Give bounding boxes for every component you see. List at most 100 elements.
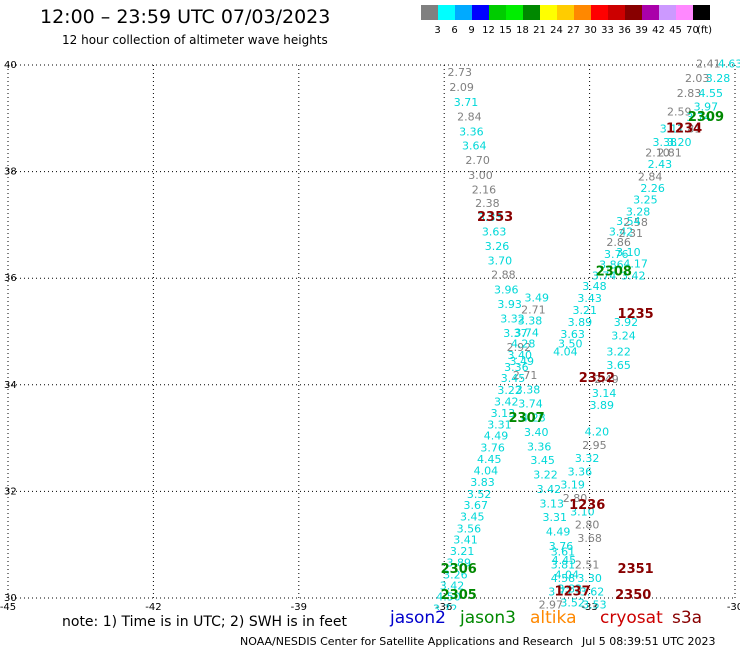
swh-label: 3.30 bbox=[577, 572, 602, 585]
swh-label: 3.42 bbox=[609, 226, 634, 239]
swh-label: 3.22 bbox=[497, 384, 522, 397]
swh-label: 2.84 bbox=[638, 171, 663, 184]
swh-label: 3.89 bbox=[446, 557, 471, 570]
legend-swatch bbox=[557, 5, 574, 20]
legend-label: 6 bbox=[451, 25, 458, 36]
swh-label: 2.81 bbox=[657, 147, 682, 160]
swh-label: 3.38 bbox=[516, 383, 541, 396]
chart-title: 12:00 – 23:59 UTC 07/03/2023 bbox=[40, 6, 331, 28]
legend-label: 70 bbox=[686, 25, 699, 36]
swh-label: 2.41 bbox=[696, 58, 721, 71]
swh-label: 3.71 bbox=[454, 96, 479, 109]
sat-altika: altika bbox=[530, 608, 577, 628]
swh-label: 2.49 bbox=[594, 373, 619, 386]
swh-label: 2.73 bbox=[447, 66, 472, 79]
legend-label: 3 bbox=[434, 25, 441, 36]
swh-label: 2.95 bbox=[582, 439, 607, 452]
legend-swatch bbox=[455, 5, 472, 20]
track-id-label: 2306 bbox=[441, 562, 477, 577]
swh-label: 3.89 bbox=[568, 316, 593, 329]
legend-swatch bbox=[540, 5, 557, 20]
legend-label: 15 bbox=[499, 25, 512, 36]
swh-label: 3.36 bbox=[527, 440, 552, 453]
legend-swatch bbox=[625, 5, 642, 20]
swh-label: 3.28 bbox=[626, 205, 651, 218]
swh-label: 3.31 bbox=[542, 511, 567, 524]
swh-label: 3.64 bbox=[462, 140, 487, 153]
swh-label: 4.20 bbox=[585, 425, 610, 438]
swh-label: 3.63 bbox=[482, 226, 507, 239]
swh-label: 1.81 bbox=[677, 123, 702, 136]
swh-label: 4.45 bbox=[552, 554, 577, 567]
swh-label: 3.33 bbox=[478, 211, 503, 224]
swh-label: 3.20 bbox=[667, 136, 692, 149]
legend-swatch bbox=[421, 5, 438, 20]
track-id-label: 2309 bbox=[688, 110, 724, 125]
swh-label: 2.38 bbox=[475, 197, 500, 210]
swh-label: 3.21 bbox=[450, 545, 475, 558]
swh-label: 3.56 bbox=[457, 522, 482, 535]
swh-label: 3.14 bbox=[592, 387, 617, 400]
swh-label: 2.84 bbox=[457, 110, 482, 123]
swh-label: 3.72 bbox=[433, 602, 458, 610]
track-id-label: 2307 bbox=[508, 411, 544, 426]
swh-label: 3.77 bbox=[548, 585, 573, 598]
swh-label: 3.26 bbox=[485, 240, 510, 253]
legend-label: 33 bbox=[601, 25, 614, 36]
swh-label: 2.10 bbox=[645, 147, 670, 160]
legend-swatch bbox=[591, 5, 608, 20]
track-id-label: 2351 bbox=[618, 562, 654, 577]
swh-label: 3.74 bbox=[518, 398, 543, 411]
track-id-label: 2352 bbox=[579, 371, 615, 386]
swh-label: 3.42 bbox=[494, 396, 519, 409]
swh-label: 2.51 bbox=[575, 559, 600, 572]
swh-label: 3.13 bbox=[491, 407, 516, 420]
legend-label: 9 bbox=[468, 25, 475, 36]
legend-swatch bbox=[472, 5, 489, 20]
swh-label: 2.92 bbox=[507, 341, 532, 354]
swh-label: 3.70 bbox=[488, 254, 513, 267]
swh-label: 4.63 bbox=[718, 58, 740, 71]
swh-label: 3.96 bbox=[494, 284, 519, 297]
swh-label: 2.71 bbox=[513, 369, 538, 382]
plot-area: -45 -42 -39 -36 -33 -30 30 32 34 36 38 40 2.73 2.09 3.… bbox=[0, 58, 740, 610]
legend-label: 39 bbox=[635, 25, 648, 36]
swh-label: 3.48 bbox=[582, 280, 607, 293]
swh-label: 2.97 bbox=[539, 599, 564, 610]
swh-label: 3.52 bbox=[560, 597, 585, 610]
swh-label: 3.43 bbox=[577, 292, 602, 305]
legend-unit: (ft) bbox=[697, 25, 713, 36]
swh-label: 2.59 bbox=[667, 106, 692, 119]
swh-label: 3.45 bbox=[530, 454, 555, 467]
swh-label: 3.32 bbox=[575, 452, 600, 465]
track-id-label: 1237 bbox=[555, 584, 591, 599]
swh-label: 2.80 bbox=[575, 519, 600, 532]
x-tick-label: -45 bbox=[0, 602, 16, 610]
x-tick-label: -42 bbox=[145, 602, 161, 610]
x-tick-label: -39 bbox=[291, 602, 307, 610]
swh-label: 4.49 bbox=[546, 526, 571, 539]
swh-label: 4.28 bbox=[511, 337, 536, 350]
legend-label: 12 bbox=[482, 25, 495, 36]
swh-label: 3.49 bbox=[525, 292, 550, 305]
swh-label: 4.58 bbox=[551, 572, 576, 585]
swh-label: 3.74 bbox=[686, 111, 711, 124]
swh-label: 3.28 bbox=[706, 72, 731, 85]
swh-label: 3.92 bbox=[614, 316, 639, 329]
legend-swatch bbox=[438, 5, 455, 20]
y-tick-label: 32 bbox=[4, 486, 17, 497]
swh-label: 3.89 bbox=[589, 399, 614, 412]
credit-line: NOAA/NESDIS Center for Satellite Applica… bbox=[240, 635, 574, 648]
legend-swatch bbox=[676, 5, 693, 20]
swh-label: 3.45 bbox=[460, 511, 485, 524]
y-tick-label: 38 bbox=[4, 167, 17, 178]
swh-label: 3.76 bbox=[480, 441, 505, 454]
swh-label: 2.58 bbox=[623, 216, 648, 229]
swh-label: 4.04 bbox=[553, 345, 578, 358]
legend-label: 24 bbox=[550, 25, 563, 36]
swh-label: 3.10 bbox=[616, 246, 641, 259]
swh-label: 3.76 bbox=[604, 248, 629, 261]
swh-label: 3.42 bbox=[621, 269, 646, 282]
swh-label: 3.67 bbox=[463, 499, 488, 512]
swh-label: 3.00 bbox=[468, 169, 493, 182]
